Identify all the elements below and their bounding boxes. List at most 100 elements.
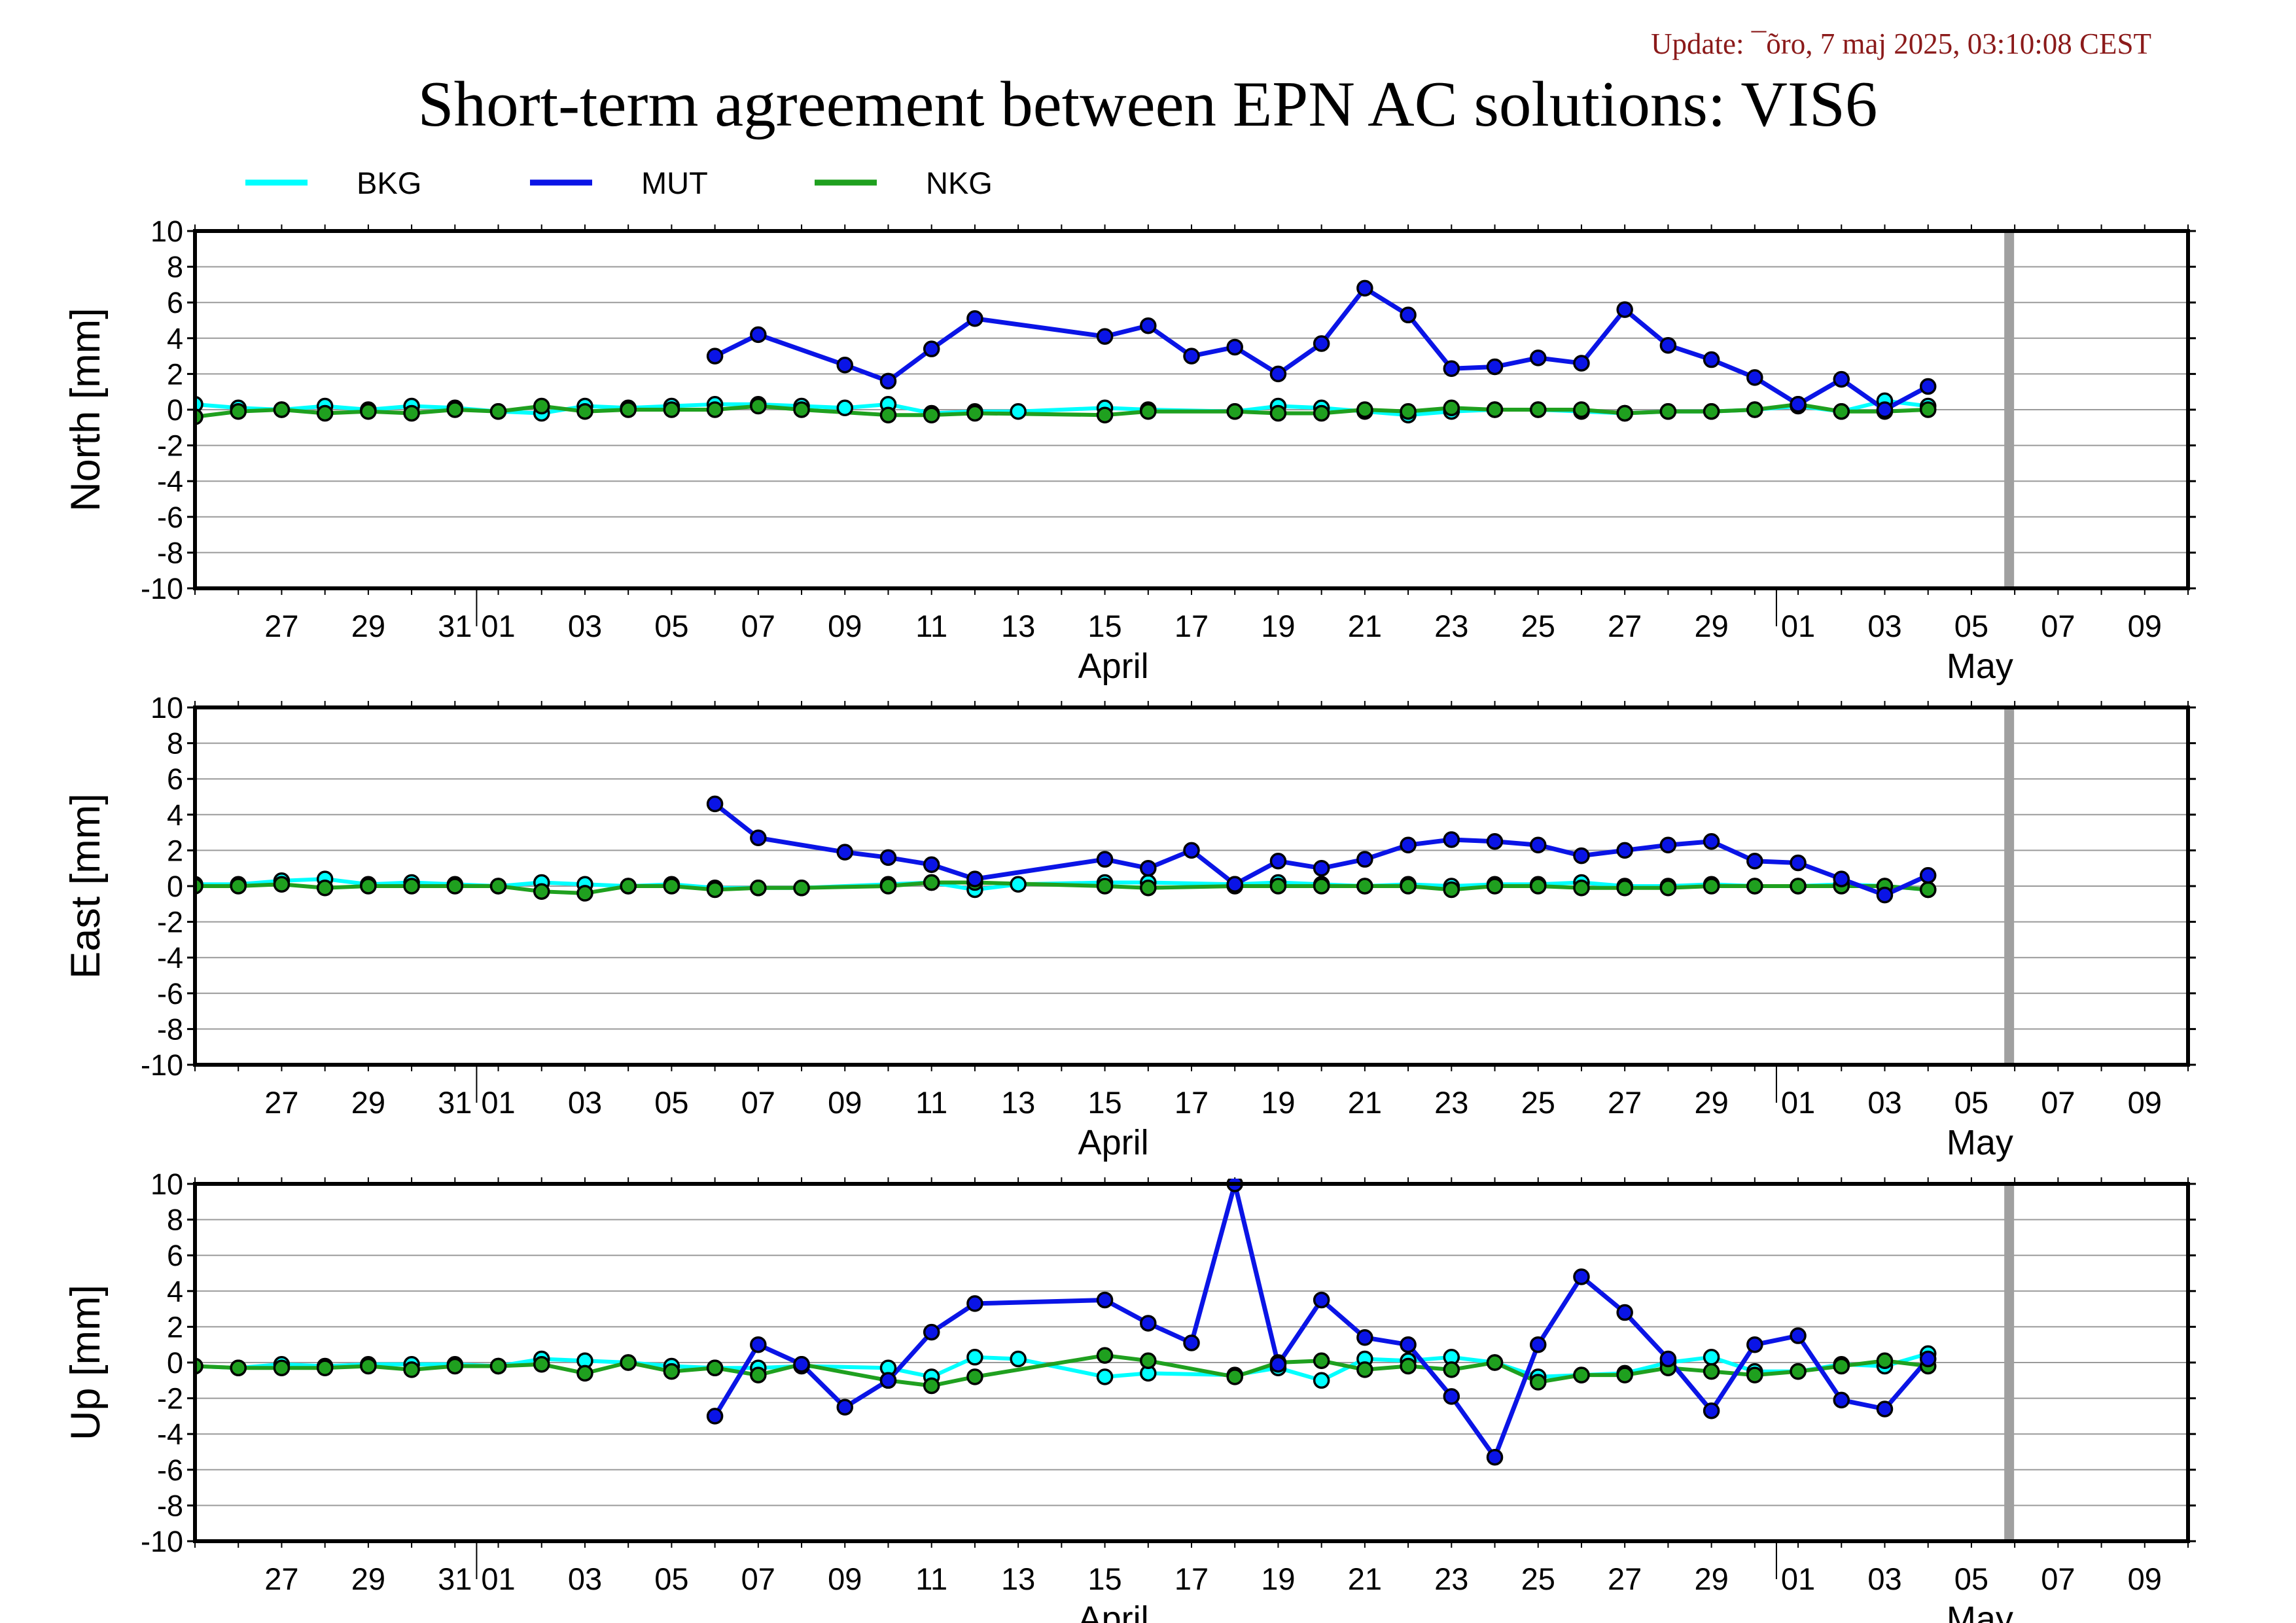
data-point xyxy=(663,401,680,418)
data-point xyxy=(1616,879,1633,897)
plot-frame xyxy=(193,229,2190,590)
x-tick-label: 05 xyxy=(1954,1085,1988,1120)
x-tick-label: 09 xyxy=(828,609,862,643)
series-group xyxy=(195,279,1937,425)
x-tick-label: 19 xyxy=(1261,609,1295,643)
data-point xyxy=(750,879,767,897)
data-point xyxy=(1356,1361,1373,1378)
data-point xyxy=(1443,360,1460,377)
y-tick-label: 10 xyxy=(150,215,183,248)
data-point xyxy=(230,1359,247,1376)
series-points-mut xyxy=(706,795,1937,904)
data-point xyxy=(576,402,593,420)
x-tick-label: 29 xyxy=(1694,609,1728,643)
data-point xyxy=(706,795,724,813)
x-tick-label: 31 xyxy=(438,609,472,643)
data-point xyxy=(923,406,940,423)
x-tick-label: 29 xyxy=(1694,1085,1728,1120)
x-tick-label: 01 xyxy=(481,1561,515,1596)
y-tick-label: -4 xyxy=(157,941,183,974)
x-tick-label: 01 xyxy=(1781,1085,1815,1120)
x-tick-label: 27 xyxy=(1608,1085,1642,1120)
y-tick-label: 6 xyxy=(167,286,183,319)
data-point xyxy=(663,1363,680,1380)
data-point xyxy=(1226,1368,1243,1385)
data-point xyxy=(1529,878,1547,895)
data-point xyxy=(1269,853,1287,870)
data-point xyxy=(1529,349,1547,366)
data-point xyxy=(1790,878,1807,895)
data-point xyxy=(966,1349,983,1366)
data-point xyxy=(923,874,940,891)
x-tick-label: 09 xyxy=(2128,609,2162,643)
data-point xyxy=(750,1366,767,1383)
data-point xyxy=(1790,854,1807,872)
data-point xyxy=(1356,401,1373,418)
x-tick-label: 23 xyxy=(1434,609,1468,643)
legend-item-bkg: BKG xyxy=(245,166,421,200)
data-point xyxy=(1226,338,1243,356)
current-date-marker xyxy=(2004,707,2015,1065)
data-point xyxy=(1443,1361,1460,1378)
series-line-mut xyxy=(713,1181,1930,1460)
x-tick-label: 01 xyxy=(481,1085,515,1120)
data-point xyxy=(1096,851,1114,868)
x-month-label: April xyxy=(1078,1123,1149,1162)
y-tick-label: 2 xyxy=(167,834,183,867)
data-point xyxy=(1659,1350,1677,1368)
x-tick-label: 23 xyxy=(1434,1561,1468,1596)
series-points-mut xyxy=(706,279,1937,418)
data-point xyxy=(1313,878,1330,895)
x-tick-label: 15 xyxy=(1087,1561,1122,1596)
x-tick-label: 27 xyxy=(1608,609,1642,643)
data-point xyxy=(446,878,464,895)
data-point xyxy=(1443,831,1460,848)
x-tick-label: 13 xyxy=(1001,609,1035,643)
data-point xyxy=(273,1359,291,1376)
y-tick-label: -10 xyxy=(141,572,183,605)
data-point xyxy=(1140,859,1157,877)
x-tick-label: 15 xyxy=(1087,1085,1122,1120)
data-point xyxy=(620,878,637,895)
data-point xyxy=(1919,378,1937,395)
legend-label: BKG xyxy=(357,166,421,200)
data-point xyxy=(1659,402,1677,420)
data-point xyxy=(966,1368,983,1385)
data-point xyxy=(879,1372,897,1389)
x-tick-label: 15 xyxy=(1087,609,1122,643)
data-point xyxy=(1486,358,1504,376)
data-point xyxy=(533,883,550,900)
data-point xyxy=(750,326,767,344)
data-point xyxy=(879,878,897,895)
data-point xyxy=(1400,402,1417,420)
data-point xyxy=(1096,406,1114,423)
y-tick-label: 4 xyxy=(167,798,183,832)
data-point xyxy=(1313,1291,1330,1309)
data-point xyxy=(1313,1372,1330,1389)
data-point xyxy=(1096,1347,1114,1364)
data-point xyxy=(1703,833,1720,850)
data-point xyxy=(793,1355,810,1373)
data-point xyxy=(1183,348,1200,365)
data-point xyxy=(966,1295,983,1312)
data-point xyxy=(663,878,680,895)
x-tick-label: 29 xyxy=(351,1085,385,1120)
series-points-mut xyxy=(706,1179,1937,1466)
data-point xyxy=(1876,1352,1894,1370)
data-point xyxy=(1486,1448,1504,1466)
current-date-marker xyxy=(2004,1184,2015,1541)
data-point xyxy=(706,401,724,418)
data-point xyxy=(403,878,420,895)
data-point xyxy=(1616,1366,1633,1383)
x-tick-label: 07 xyxy=(741,1561,775,1596)
x-tick-label: 31 xyxy=(438,1561,472,1596)
x-tick-label: 31 xyxy=(438,1085,472,1120)
data-point xyxy=(1183,842,1200,859)
y-tick-label: 10 xyxy=(150,691,183,724)
data-point xyxy=(533,1355,550,1373)
data-point xyxy=(1573,1268,1590,1285)
y-tick-label: -6 xyxy=(157,501,183,534)
x-month-label: May xyxy=(1947,1599,2013,1623)
data-point xyxy=(879,849,897,866)
